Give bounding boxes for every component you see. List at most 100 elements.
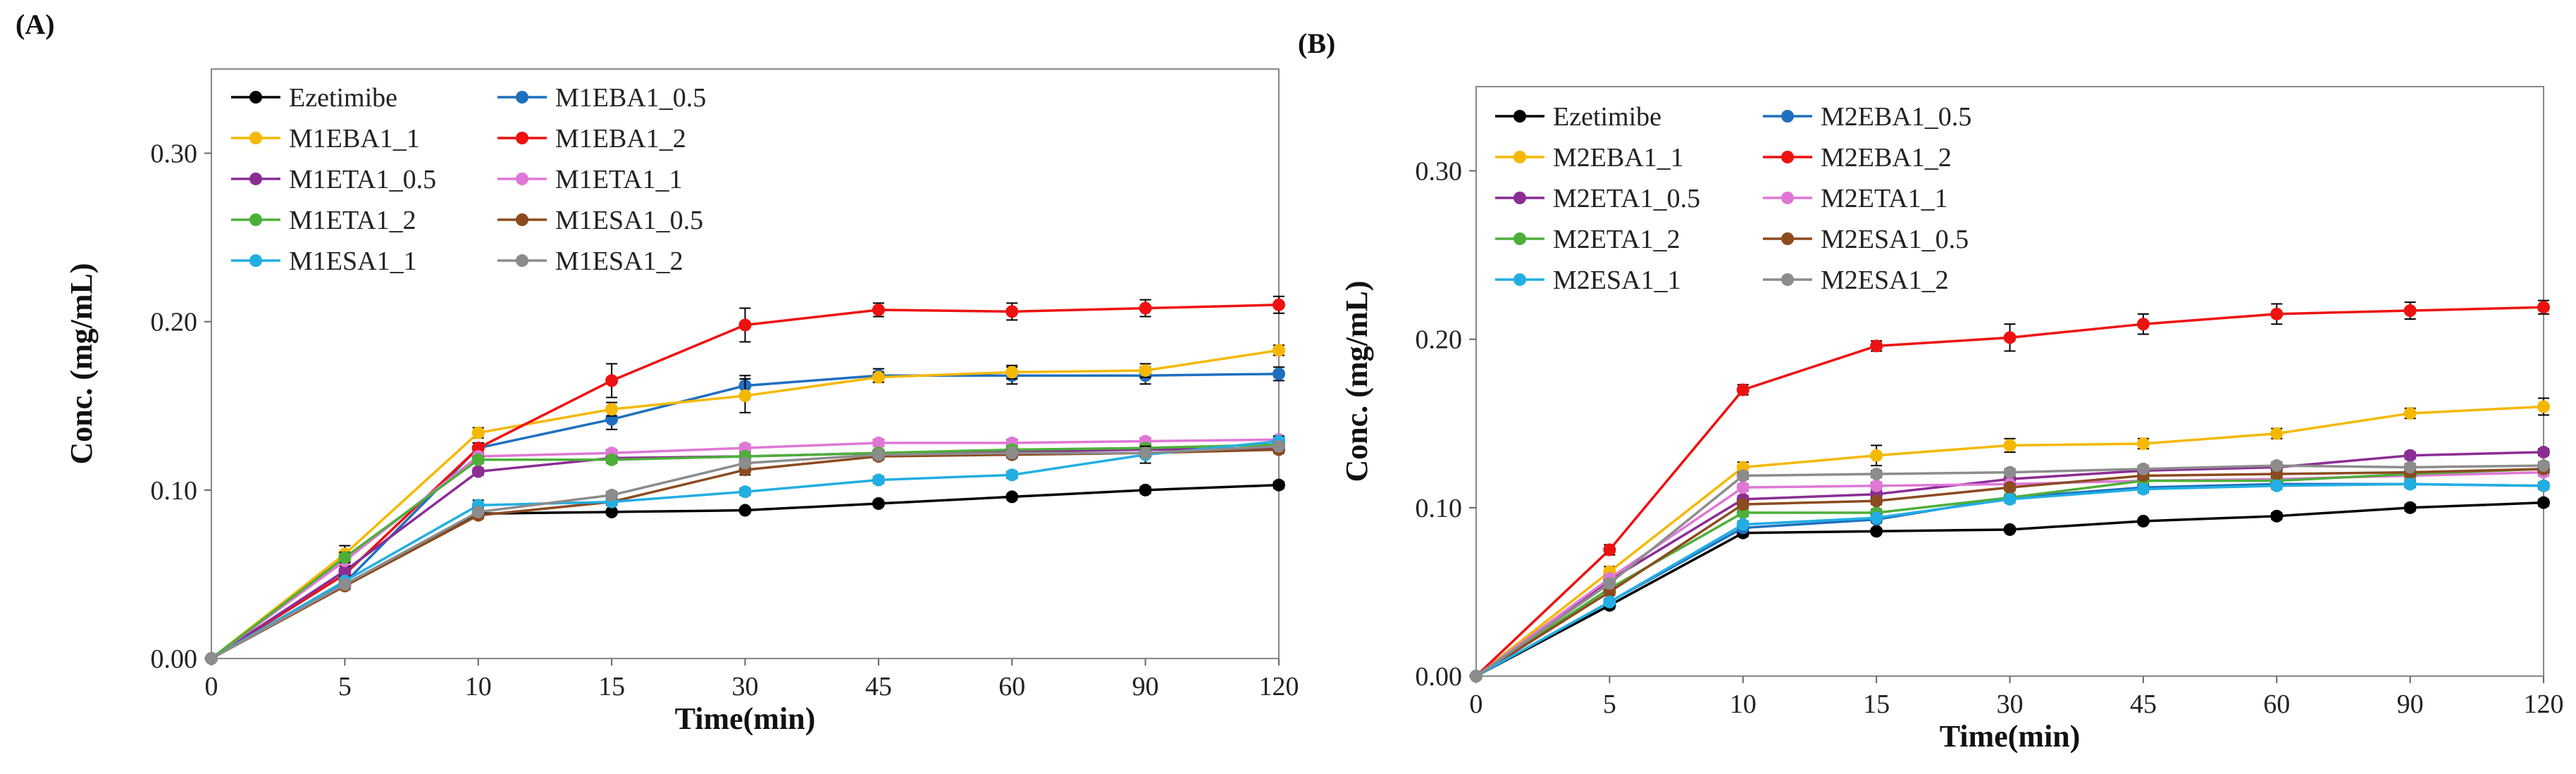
- data-point: [872, 436, 885, 449]
- data-point: [2003, 481, 2017, 494]
- data-point: [2136, 482, 2150, 496]
- data-point: [1870, 339, 1883, 353]
- x-tick-label: 60: [2263, 689, 2290, 719]
- legend-label: Ezetimibe: [289, 83, 397, 113]
- data-point: [1736, 383, 1750, 397]
- x-tick-label: 30: [732, 672, 759, 701]
- data-point: [1470, 670, 1482, 682]
- series-M1EBA1_2: [205, 295, 1285, 665]
- series-line: [211, 304, 1280, 660]
- x-tick-label: 0: [1470, 689, 1483, 719]
- legend-marker: [249, 132, 262, 144]
- chart-panel-b: (B) 0.00 0.10 0.20 0.30 0 5 10 15 30 45 60 90 120 Time…: [1298, 27, 2564, 754]
- data-point: [872, 473, 885, 487]
- legend-label: M1ETA1_0.5: [289, 165, 436, 194]
- data-point: [471, 465, 485, 478]
- data-point: [2403, 406, 2417, 420]
- data-point: [872, 370, 885, 384]
- data-point: [1870, 479, 1883, 492]
- x-tick-label: 120: [1259, 672, 1299, 701]
- data-point: [605, 453, 619, 466]
- data-point: [2003, 439, 2017, 452]
- legend-label: M2EBA1_1: [1553, 143, 1684, 173]
- legend-marker: [1781, 192, 1794, 204]
- x-tick-label: 5: [338, 672, 352, 701]
- data-point: [1005, 366, 1019, 379]
- data-point: [338, 551, 352, 564]
- panel-label: (A): [16, 8, 55, 40]
- data-point: [2003, 523, 2017, 536]
- data-point: [2003, 492, 2017, 506]
- data-point: [1870, 468, 1883, 481]
- legend-label: M1ESA1_2: [555, 246, 683, 276]
- legend-label: M1ETA1_1: [555, 165, 683, 194]
- data-point: [738, 389, 752, 402]
- legend-label: M2ETA1_2: [1553, 225, 1680, 254]
- legend-marker: [1781, 151, 1794, 163]
- series-M2ESA1_1: [1470, 477, 2550, 682]
- data-point: [2403, 449, 2417, 462]
- data-point: [471, 453, 485, 466]
- legend-label: M2ESA1_0.5: [1821, 225, 1969, 254]
- legend: Ezetimibe M2EBA1_0.5 M2EBA1_1 M2EBA1_2 M2ETA…: [1495, 102, 1971, 295]
- data-point: [1736, 481, 1750, 494]
- data-point: [2403, 304, 2417, 318]
- data-point: [738, 504, 752, 517]
- data-point: [1272, 439, 1285, 453]
- legend-marker: [1513, 192, 1526, 204]
- data-point: [605, 374, 619, 387]
- data-point: [2136, 514, 2150, 528]
- data-point: [1603, 577, 1616, 590]
- data-point: [2003, 331, 2017, 344]
- legend-marker: [1781, 273, 1794, 286]
- x-tick-label: 5: [1603, 689, 1616, 719]
- data-point: [1603, 543, 1616, 556]
- data-point: [1870, 449, 1883, 462]
- data-point: [2537, 400, 2550, 413]
- x-tick-label: 15: [598, 672, 625, 701]
- legend-label: M2ETA1_0.5: [1553, 184, 1700, 213]
- legend-marker: [516, 91, 528, 104]
- data-point: [205, 652, 218, 665]
- legend-label: Ezetimibe: [1553, 102, 1661, 132]
- legend-label: M2EBA1_0.5: [1821, 102, 1971, 132]
- series-M2EBA1_2: [1470, 299, 2550, 682]
- data-point: [338, 578, 352, 591]
- data-point: [2403, 461, 2417, 474]
- data-point: [1272, 298, 1285, 311]
- legend-marker: [249, 91, 262, 104]
- data-point: [1005, 447, 1019, 460]
- y-tick-label: 0.00: [151, 644, 198, 674]
- legend-marker: [1513, 232, 1526, 245]
- data-point: [1736, 518, 1750, 531]
- legend-marker: [249, 213, 262, 226]
- legend-label: M1EBA1_0.5: [555, 83, 706, 113]
- x-axis-title: Time(min): [1940, 719, 2081, 754]
- legend-marker: [1781, 232, 1794, 245]
- x-tick-label: 10: [465, 672, 492, 701]
- legend-label: M1ETA1_2: [289, 206, 416, 235]
- y-tick-label: 0.00: [1416, 662, 1463, 692]
- data-point: [1736, 498, 1750, 511]
- series-line: [1475, 482, 2544, 678]
- data-point: [1272, 344, 1285, 357]
- data-point: [1139, 483, 1152, 497]
- x-tick-label: 10: [1730, 689, 1757, 719]
- data-point: [1272, 478, 1285, 492]
- data-point: [2537, 445, 2550, 458]
- y-tick-label: 0.30: [1416, 157, 1463, 187]
- data-point: [738, 485, 752, 499]
- x-tick-label: 15: [1863, 689, 1890, 719]
- legend-marker: [516, 213, 528, 226]
- x-axis-title: Time(min): [675, 701, 816, 736]
- data-point: [738, 318, 752, 332]
- legend-marker: [516, 132, 528, 144]
- panel-label: (B): [1298, 27, 1335, 59]
- x-tick-label: 45: [2130, 689, 2157, 719]
- data-point: [605, 403, 619, 416]
- legend-marker: [249, 254, 262, 267]
- x-tick-label: 120: [2524, 689, 2564, 719]
- series-M2ESA1_2: [1470, 459, 2550, 682]
- data-point: [738, 456, 752, 470]
